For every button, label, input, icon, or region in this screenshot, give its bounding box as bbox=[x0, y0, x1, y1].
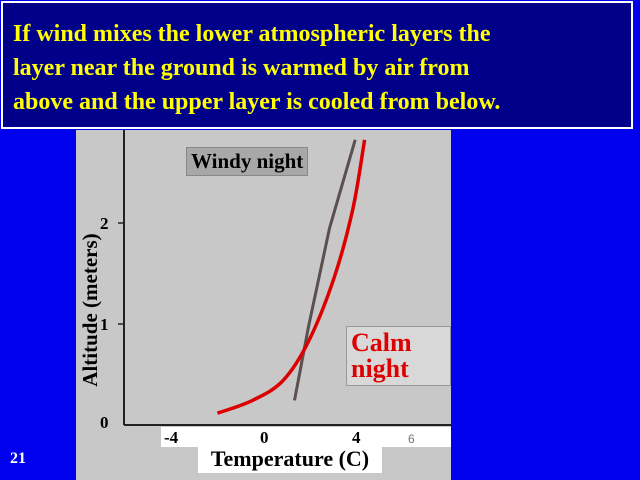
x-axis-label: Temperature (C) bbox=[198, 445, 382, 473]
legend-calm-night: Calm night bbox=[346, 326, 451, 386]
legend-windy-night: Windy night bbox=[186, 147, 309, 176]
slide-number: 21 bbox=[10, 450, 26, 467]
x-tick-4: 4 bbox=[352, 428, 361, 447]
series-line-windy-night bbox=[293, 139, 357, 401]
slide-title: If wind mixes the lower atmospheric laye… bbox=[13, 21, 501, 115]
chart-svg bbox=[118, 130, 451, 426]
x-tick-neg4: -4 bbox=[164, 428, 179, 447]
x-tick-0: 0 bbox=[260, 428, 269, 447]
y-axis-label: Altitude (meters) bbox=[78, 233, 102, 387]
x-tick-box bbox=[161, 427, 451, 447]
chart-panel: -4 0 4 6 0 1 2 Temperature (C) Windy nig… bbox=[76, 130, 451, 480]
y-tick-1: 1 bbox=[100, 315, 109, 334]
y-tick-0: 0 bbox=[100, 413, 109, 432]
title-box: If wind mixes the lower atmospheric laye… bbox=[1, 1, 633, 129]
y-tick-2: 2 bbox=[100, 214, 109, 233]
x-tick-6-faint: 6 bbox=[408, 432, 415, 446]
series-line-calm-night bbox=[216, 139, 367, 415]
